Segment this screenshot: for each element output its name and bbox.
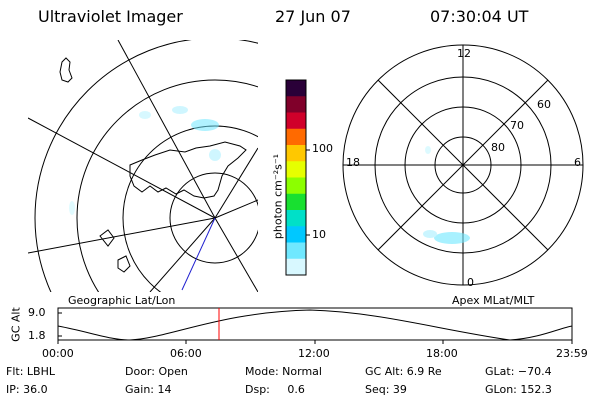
mode-status: Mode: Normal — [245, 365, 322, 378]
altitude-xtick: 12:00 — [298, 347, 330, 360]
color-scale-segment — [286, 112, 306, 130]
glon-status: GLon: 152.3 — [485, 383, 552, 396]
color-scale-segment — [286, 210, 306, 227]
altitude-ytick-low: 1.8 — [28, 329, 46, 342]
colorbar-tick-10: 10 — [312, 228, 326, 241]
colorbar-unit-label: photon cm⁻²s⁻¹ — [271, 153, 285, 240]
gc-alt-status: GC Alt: 6.9 Re — [365, 365, 442, 378]
polar-caption: Apex MLat/MLT — [452, 294, 535, 307]
altitude-xtick: 23:59 — [556, 347, 588, 360]
glat-status: GLat: −70.4 — [485, 365, 552, 378]
geographic-caption: Geographic Lat/Lon — [68, 294, 176, 307]
geographic-map — [28, 40, 258, 292]
auroral-emission-geo — [69, 106, 221, 215]
color-scale-bar — [286, 80, 306, 276]
polar-mlat-mlt-plot — [342, 44, 584, 286]
altitude-ylabel: GC Alt — [9, 307, 23, 342]
color-scale-frame — [285, 79, 307, 276]
color-scale-segment — [286, 80, 306, 97]
colorbar-tick-100: 100 — [312, 142, 333, 155]
color-scale-segment — [286, 226, 306, 243]
color-scale-segment — [286, 258, 306, 276]
door-status: Door: Open — [125, 365, 188, 378]
filter-status: Flt: LBHL — [6, 365, 55, 378]
mlt-label-bottom: 0 — [467, 276, 474, 289]
observation-time: 07:30:04 UT — [430, 7, 529, 26]
color-scale-segment — [286, 177, 306, 195]
altitude-plot-frame — [57, 307, 573, 341]
mlt-label-top: 12 — [457, 47, 471, 60]
color-scale-segment — [286, 193, 306, 211]
mlt-label-left: 18 — [346, 156, 360, 169]
color-scale-segment — [286, 96, 306, 113]
mlat-label-60: 60 — [537, 98, 551, 111]
gain-status: Gain: 14 — [125, 383, 172, 396]
mlat-label-80: 80 — [491, 141, 505, 154]
instrument-title: Ultraviolet Imager — [38, 7, 183, 26]
altitude-curve — [57, 309, 573, 341]
altitude-xtick: 00:00 — [42, 347, 74, 360]
seq-status: Seq: 39 — [365, 383, 407, 396]
altitude-xtick: 18:00 — [426, 347, 458, 360]
mlt-label-right: 6 — [574, 156, 581, 169]
observation-date: 27 Jun 07 — [275, 7, 351, 26]
color-scale-segment — [286, 242, 306, 260]
color-scale-segment — [286, 128, 306, 146]
auroral-emission-polar — [423, 146, 470, 244]
altitude-ytick-high: 9.0 — [28, 306, 46, 319]
altitude-xtick: 06:00 — [170, 347, 202, 360]
footprint-line — [181, 217, 216, 291]
ip-status: IP: 36.0 — [6, 383, 48, 396]
dsp-status: Dsp: 0.6 — [245, 383, 305, 396]
mlat-label-70: 70 — [510, 119, 524, 132]
color-scale-segment — [286, 145, 306, 162]
color-scale-segment — [286, 161, 306, 178]
